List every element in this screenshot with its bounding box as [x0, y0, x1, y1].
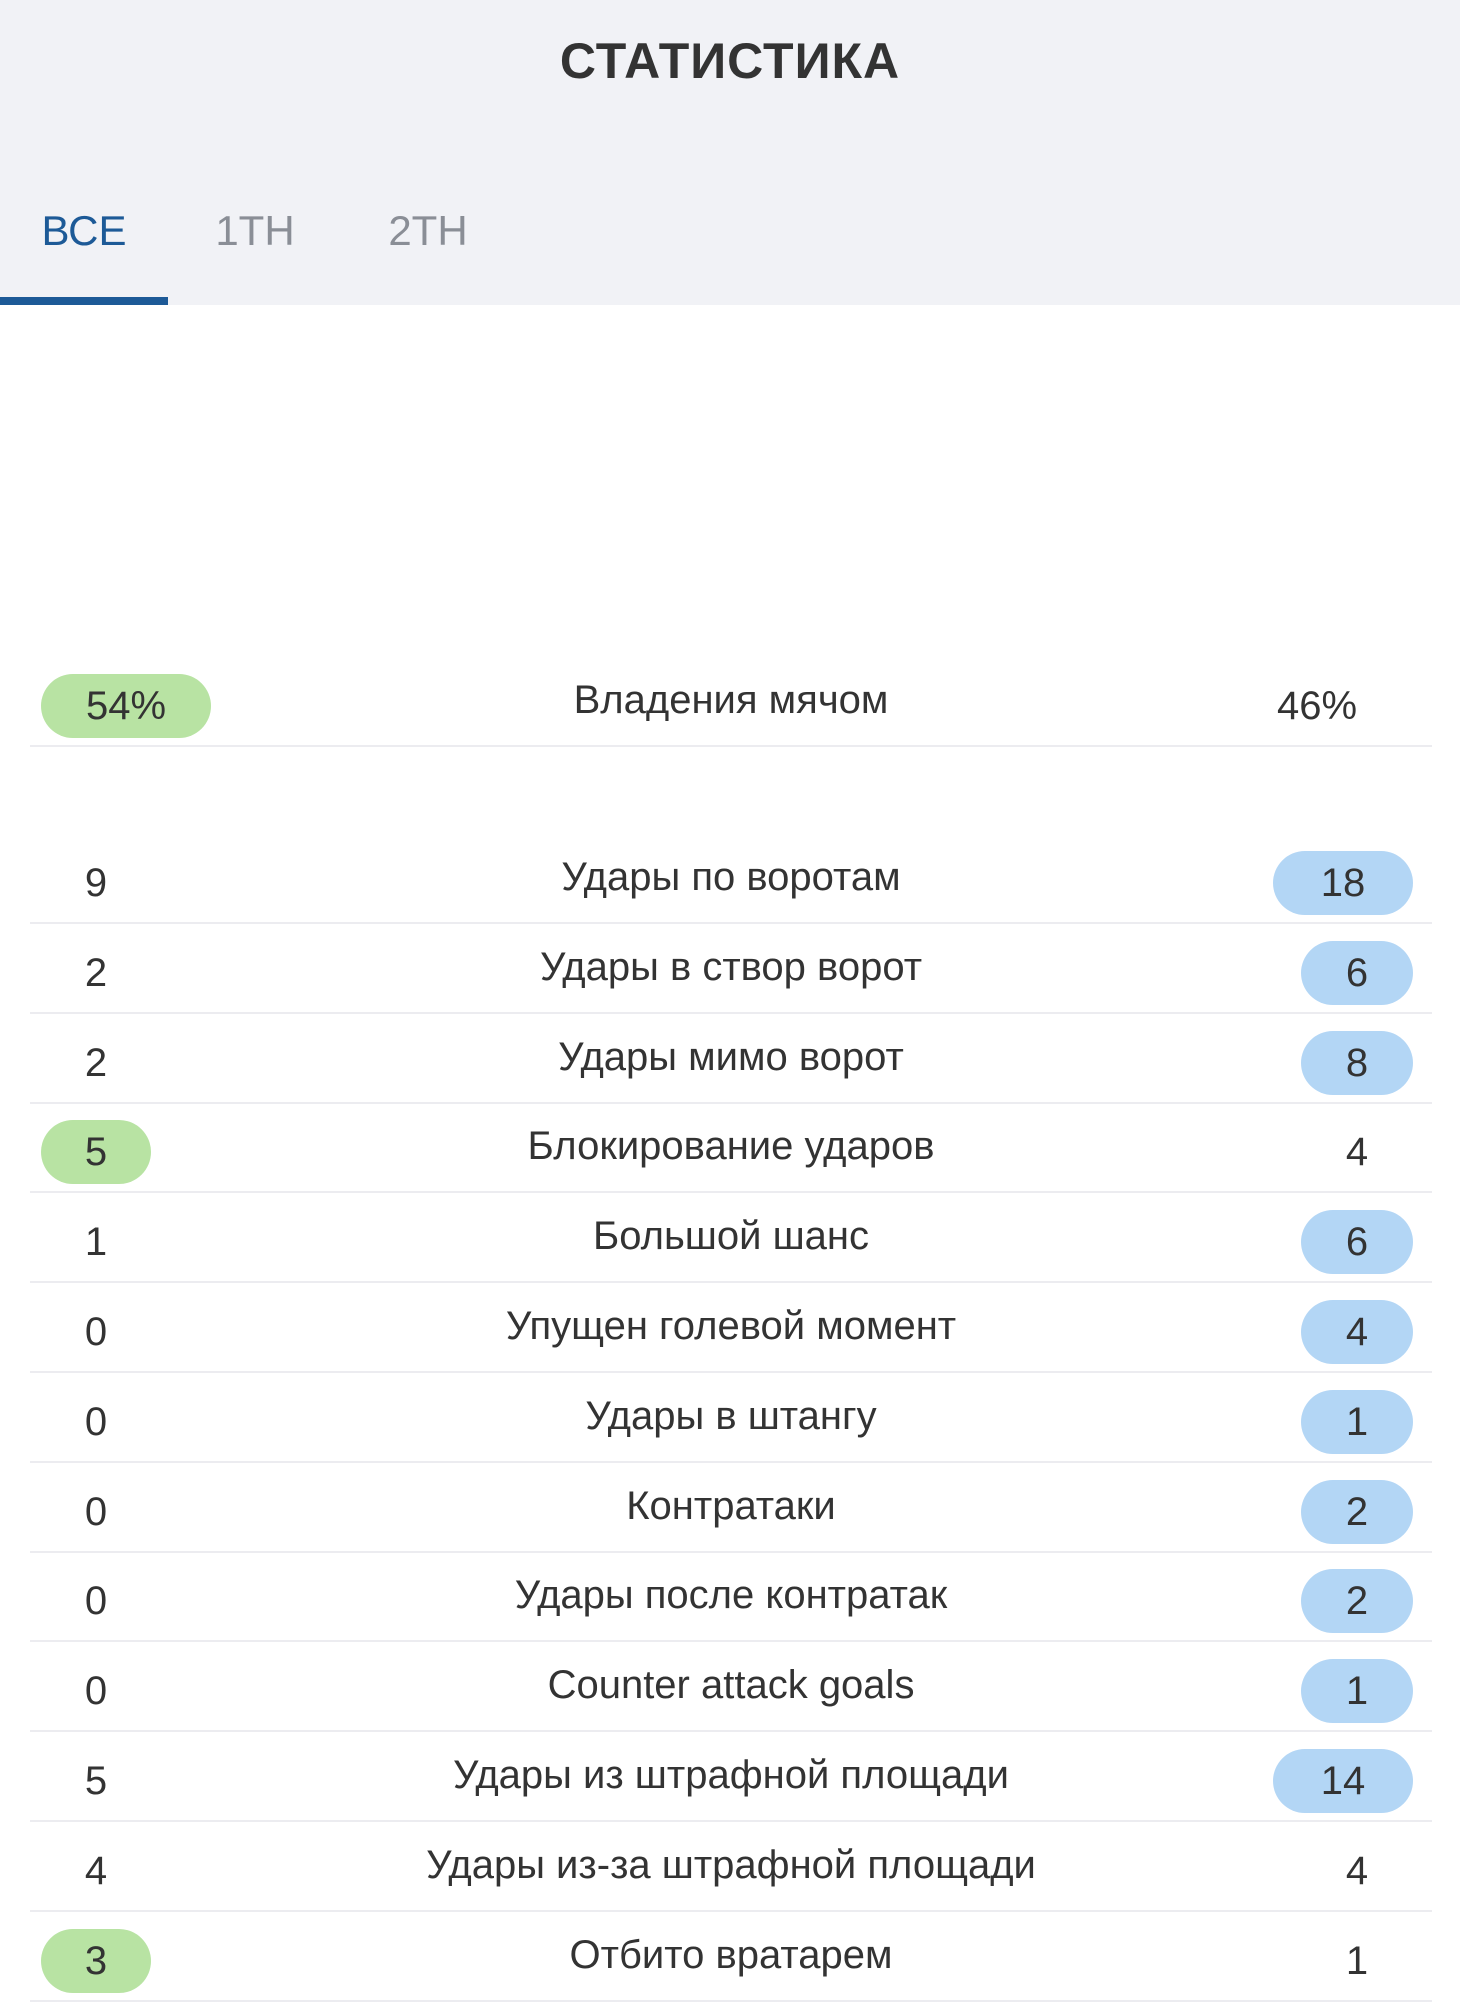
- away-value: 8: [1301, 1030, 1413, 1095]
- home-value: 1: [84, 1220, 108, 1265]
- stat-label: Удары из-за штрафной площади: [426, 1842, 1036, 1887]
- stat-label: Упущен голевой момент: [505, 1304, 957, 1348]
- stat-row: Контратаки 0 2: [30, 1462, 1432, 1553]
- away-value: 18: [1273, 851, 1413, 915]
- stat-label: Удары из штрафной площади: [453, 1753, 1009, 1797]
- period-tabs: ВСЕ 1ТН 2ТН: [0, 190, 1460, 305]
- stat-label: Блокирование ударов: [527, 1124, 935, 1169]
- stat-row: Удары мимо ворот 2 8: [30, 1013, 1432, 1104]
- home-value: 2: [84, 1040, 108, 1085]
- stat-row: Блокирование ударов 5 4: [30, 1102, 1432, 1194]
- home-value: 54%: [41, 674, 211, 738]
- stat-row: Отбито вратарем 3 1: [30, 1911, 1432, 2002]
- away-value: 6: [1301, 940, 1413, 1005]
- home-value: 9: [84, 861, 108, 905]
- stat-label: Удары после контратак: [514, 1573, 948, 1618]
- away-value: 14: [1273, 1749, 1413, 1813]
- home-value: 0: [84, 1669, 108, 1714]
- stat-row: Удары из штрафной площади 5 14: [30, 1731, 1432, 1822]
- away-value: 1: [1301, 1659, 1413, 1724]
- stat-label: Удары в створ ворот: [539, 944, 923, 989]
- stat-label: Большой шанс: [592, 1214, 869, 1259]
- away-value: 1: [1345, 1938, 1369, 1983]
- stat-row-possession: Владения мячом 54% 46%: [30, 656, 1432, 747]
- home-value: 0: [84, 1579, 108, 1624]
- home-value: 4: [84, 1848, 108, 1893]
- tab-all[interactable]: ВСЕ: [0, 190, 168, 305]
- stat-label: Удары по воротам: [561, 855, 901, 899]
- home-value: 2: [84, 950, 108, 995]
- stat-row: Большой шанс 1 6: [30, 1192, 1432, 1284]
- away-value: 2: [1301, 1479, 1413, 1544]
- stats-header: СТАТИСТИКА ВСЕ 1ТН 2ТН: [0, 0, 1460, 305]
- away-value: 4: [1345, 1130, 1369, 1175]
- home-value: 0: [84, 1489, 108, 1534]
- stat-row: Упущен голевой момент 0 4: [30, 1282, 1432, 1373]
- stat-row: Удары в створ ворот 2 6: [30, 923, 1432, 1014]
- stat-row: Удары после контратак 0 2: [30, 1551, 1432, 1643]
- tab-all-label: ВСЕ: [41, 207, 127, 254]
- stat-label: Владения мячом: [573, 678, 889, 722]
- home-value: 0: [84, 1310, 108, 1354]
- tab-first-half[interactable]: 1ТН: [200, 190, 310, 305]
- stat-label: Удары в штангу: [585, 1393, 877, 1438]
- active-tab-indicator: [0, 297, 168, 305]
- tab-first-half-label: 1ТН: [215, 207, 295, 254]
- stat-label: Контратаки: [626, 1483, 836, 1528]
- page-title: СТАТИСТИКА: [559, 33, 901, 89]
- tab-second-half-label: 2ТН: [388, 207, 468, 254]
- away-value: 6: [1301, 1210, 1413, 1275]
- stat-row: Удары из-за штрафной площади 4 4: [30, 1821, 1432, 1912]
- home-value: 5: [84, 1759, 108, 1803]
- away-value: 4: [1301, 1300, 1413, 1364]
- away-value: 46%: [1276, 684, 1358, 728]
- stat-row: Удары в штангу 0 1: [30, 1372, 1432, 1463]
- away-value: 1: [1301, 1389, 1413, 1454]
- away-value: 2: [1301, 1569, 1413, 1634]
- stat-label: Counter attack goals: [547, 1663, 915, 1708]
- away-value: 4: [1345, 1848, 1369, 1893]
- stat-row: Counter attack goals 0 1: [30, 1641, 1432, 1733]
- home-value: 3: [41, 1928, 151, 1993]
- home-value: 0: [84, 1399, 108, 1444]
- stat-row: Удары по воротам 9 18: [30, 833, 1432, 924]
- stat-label: Отбито вратарем: [569, 1932, 893, 1977]
- tab-second-half[interactable]: 2ТН: [373, 190, 483, 305]
- stat-label: Удары мимо ворот: [558, 1034, 904, 1079]
- home-value: 5: [41, 1120, 151, 1185]
